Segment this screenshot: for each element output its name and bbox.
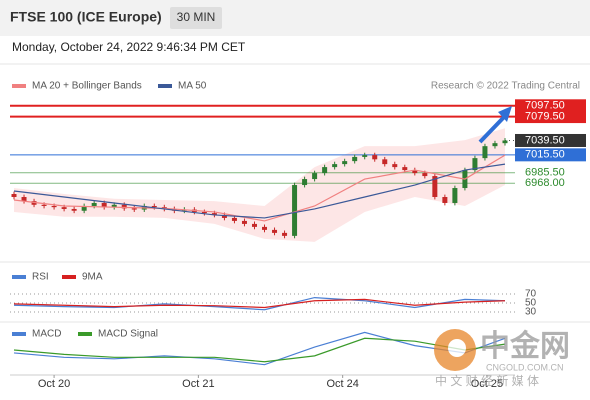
legend-label: 9MA xyxy=(82,272,103,283)
candle-body xyxy=(201,211,207,214)
candle-body xyxy=(111,204,117,208)
candle-body xyxy=(121,204,127,209)
candle-body xyxy=(272,229,278,233)
candle-body xyxy=(81,205,87,211)
level-label: 6968.00 xyxy=(525,177,565,189)
datetime: Monday, October 24, 2022 9:46:34 PM CET xyxy=(12,40,246,54)
candle-body xyxy=(262,226,268,230)
credit: Research © 2022 Trading Central xyxy=(431,81,580,92)
candle-body xyxy=(231,217,237,221)
indicator-line xyxy=(13,298,506,309)
x-tick-label: Oct 21 xyxy=(182,378,214,390)
legend-label: MA 20 + Bollinger Bands xyxy=(32,81,142,92)
level-box xyxy=(515,110,586,124)
candle-body xyxy=(442,197,448,203)
watermark-name: 中金网 xyxy=(480,329,570,363)
level-box xyxy=(515,99,586,113)
candle-body xyxy=(11,194,17,197)
interval-label[interactable]: 30 MIN xyxy=(177,10,216,24)
watermark-url: CNGOLD.COM.CN xyxy=(486,362,564,372)
candle-body xyxy=(71,208,77,211)
candle-body xyxy=(282,232,288,236)
bollinger-band xyxy=(14,128,505,242)
legend-swatch xyxy=(12,332,26,336)
level-label: 7039.50 xyxy=(525,134,565,146)
header-bar xyxy=(0,0,590,36)
indicator-line xyxy=(13,331,506,366)
legend-swatch xyxy=(12,84,26,88)
candle-body xyxy=(472,158,478,171)
candle-body xyxy=(241,220,247,224)
candle-body xyxy=(432,176,438,197)
legend-swatch xyxy=(158,84,172,88)
ma-line xyxy=(13,154,506,222)
candle-body xyxy=(101,202,107,208)
level-label: 7097.50 xyxy=(525,100,565,112)
candle-body xyxy=(362,155,368,157)
candle-body xyxy=(402,167,408,171)
legend-label: MA 50 xyxy=(178,81,207,92)
candle-body xyxy=(492,143,498,147)
level-label: 7015.50 xyxy=(525,149,565,161)
candle-body xyxy=(372,155,378,160)
x-tick-label: Oct 24 xyxy=(326,378,358,390)
candle-body xyxy=(151,205,157,208)
candle-body xyxy=(422,173,428,177)
watermark: 中金网 CNGOLD.COM.CN 中 文 财 经 新 媒 体 xyxy=(434,329,570,388)
legend-swatch xyxy=(62,275,76,279)
candle-body xyxy=(211,213,217,215)
instrument-title: FTSE 100 (ICE Europe) xyxy=(10,9,162,25)
x-tick-label: Oct 20 xyxy=(38,378,70,390)
legend-label: MACD Signal xyxy=(98,329,158,340)
candle-body xyxy=(312,173,318,180)
candle-body xyxy=(221,214,227,218)
candle-body xyxy=(412,170,418,174)
candle-body xyxy=(131,208,137,210)
level-box xyxy=(515,133,586,147)
level-box xyxy=(515,148,586,162)
legend-swatch xyxy=(12,275,26,279)
candle-body xyxy=(61,207,67,209)
y-tick-label: 50 xyxy=(525,298,537,309)
watermark-logo-inner xyxy=(448,339,466,357)
forecast-arrow xyxy=(478,113,508,144)
candle-body xyxy=(352,156,358,162)
y-tick-label: 30 xyxy=(525,307,537,318)
candle-body xyxy=(302,179,308,186)
candle-body xyxy=(452,188,458,203)
candle-body xyxy=(482,146,488,159)
forecast-arrowhead xyxy=(498,106,512,122)
candle-body xyxy=(51,205,57,208)
ma-line xyxy=(13,163,506,219)
candle-body xyxy=(41,204,47,206)
interval-badge[interactable] xyxy=(170,7,222,29)
level-label: 7079.50 xyxy=(525,110,565,122)
indicator-line xyxy=(13,337,506,363)
candle-body xyxy=(342,161,348,165)
candle-body xyxy=(332,164,338,168)
candle-body xyxy=(382,159,388,165)
legend-label: MACD xyxy=(32,329,61,340)
watermark-subtitle: 中 文 财 经 新 媒 体 xyxy=(435,373,539,388)
candle-body xyxy=(91,202,97,206)
x-tick-label: Oct 25 xyxy=(471,378,503,390)
candle-body xyxy=(251,223,257,227)
legend-label: RSI xyxy=(32,272,49,283)
candle-body xyxy=(502,140,508,144)
level-label: 6985.50 xyxy=(525,167,565,179)
y-tick-label: 70 xyxy=(525,289,537,300)
candle-body xyxy=(292,185,298,236)
candle-body xyxy=(21,197,27,202)
legend-swatch xyxy=(78,332,92,336)
candle-body xyxy=(322,167,328,174)
candle-body xyxy=(392,164,398,168)
